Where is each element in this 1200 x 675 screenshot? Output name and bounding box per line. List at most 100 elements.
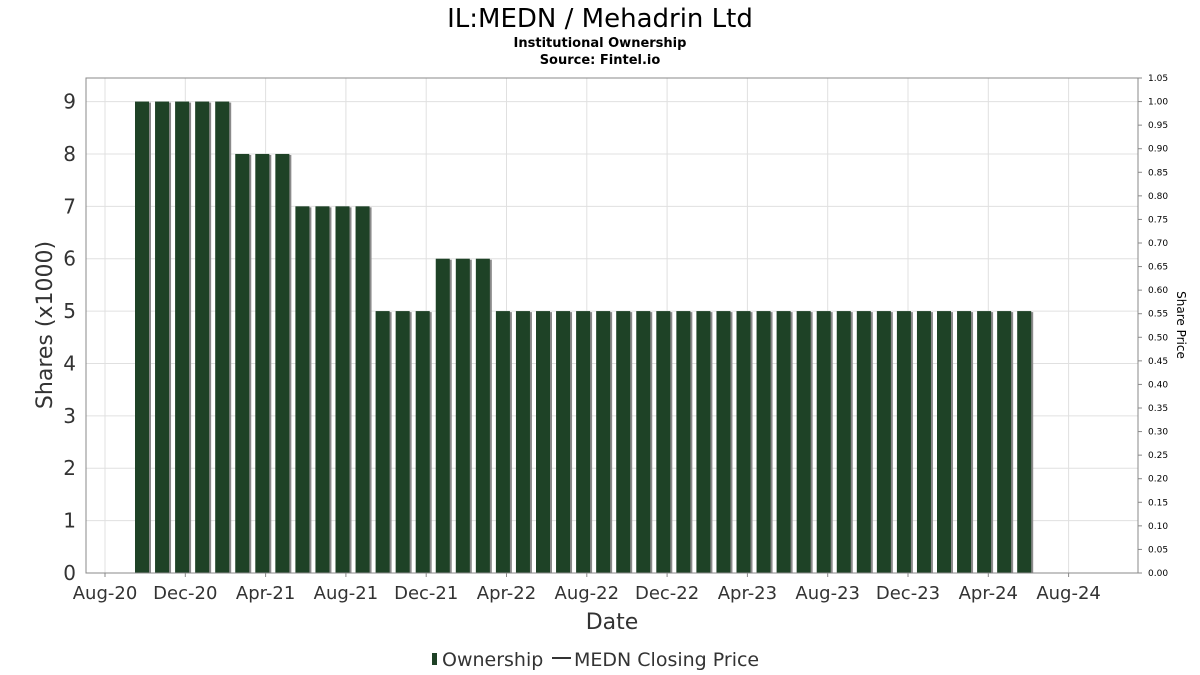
y-tick-label-left: 3 [63,404,76,428]
legend-ownership-label: Ownership [442,649,543,671]
ownership-bar [495,311,510,573]
x-tick-label: Dec-21 [394,583,458,604]
x-tick-label: Apr-24 [959,583,1018,604]
ownership-bar [295,206,310,574]
ownership-bar [957,311,972,573]
ownership-bar [515,311,530,573]
x-tick-label: Aug-23 [795,583,860,604]
ownership-bar [856,311,871,573]
ownership-bar [716,311,731,573]
ownership-bar [395,311,410,573]
x-tick-label: Dec-20 [153,583,217,604]
ownership-bar [435,258,450,573]
ownership-bar [135,101,149,574]
ownership-bar [636,311,651,573]
ownership-bar [756,311,771,573]
y-tick-label-left: 2 [63,456,76,480]
ownership-bar [255,153,270,573]
x-tick-label: Aug-20 [73,583,138,604]
y-tick-label-right: 0.80 [1148,192,1168,202]
y-axis-label: Shares (x1000) [33,241,58,409]
x-tick-label: Dec-22 [635,583,699,604]
ownership-bar [455,258,470,573]
ownership-bar [676,311,691,573]
y-axis-left-ticks: 0 1 2 3 4 5 6 7 8 9 [63,90,76,585]
ownership-bar [556,311,571,573]
legend-ownership-swatch [432,653,437,665]
y-tick-label-left: 1 [63,509,76,533]
ownership-bar [415,311,430,573]
y-tick-label-right: 0.50 [1148,333,1168,343]
ownership-bar [576,311,591,573]
ownership-bar [876,311,891,573]
chart-source: Source: Fintel.io [540,53,661,68]
ownership-bar [315,206,330,574]
y-tick-label-left: 7 [63,194,76,218]
x-tick-label: Aug-21 [314,583,379,604]
ownership-bar [977,311,992,573]
y-tick-label-right: 0.20 [1148,475,1168,485]
y-tick-label-right: 0.10 [1148,522,1168,532]
ownership-bar [215,101,230,574]
ownership-bar [616,311,631,573]
y-tick-label-left: 6 [63,247,76,271]
legend: Ownership MEDN Closing Price [432,649,759,671]
y-tick-label-left: 9 [63,90,76,114]
ownership-bar [997,311,1012,573]
ownership-bar [816,311,831,573]
chart-subtitle: Institutional Ownership [514,36,687,51]
y-tick-label-left: 8 [63,142,76,166]
y-tick-label-left: 5 [63,299,76,323]
y-tick-label-right: 1.00 [1148,98,1168,108]
y-tick-label-right: 0.95 [1148,121,1168,131]
ownership-bar [696,311,711,573]
plot-frame [85,77,1139,574]
ownership-bar [155,101,170,574]
y-tick-label-right: 0.70 [1148,239,1168,249]
ownership-bar [796,311,811,573]
y-tick-label-right: 0.30 [1148,428,1168,438]
y-tick-label-right: 0.65 [1148,263,1168,273]
x-tick-label: Aug-24 [1036,583,1101,604]
x-tick-label: Dec-23 [876,583,940,604]
y-tick-label-right: 0.55 [1148,310,1168,320]
x-axis-ticks: Aug-20 Dec-20 Apr-21 Aug-21 Dec-21 Apr-22 Aug-… [73,573,1101,604]
y-axis-right-label: Share Price [1174,291,1188,359]
y-tick-label-right: 0.25 [1148,451,1168,461]
y-tick-label-right: 0.85 [1148,168,1168,178]
y-tick-label-right: 1.05 [1148,74,1168,84]
x-tick-label: Apr-22 [477,583,536,604]
chart-title: IL:MEDN / Mehadrin Ltd [447,4,753,34]
ownership-bar [475,258,490,573]
y-tick-label-right: 0.35 [1148,404,1168,414]
ownership-bar [536,311,550,573]
x-tick-label: Apr-23 [718,583,777,604]
ownership-bar [736,311,751,573]
x-tick-label: Aug-22 [555,583,620,604]
y-tick-label-right: 0.75 [1148,215,1168,225]
ownership-bar [656,311,671,573]
ownership-bar [195,101,210,574]
ownership-bar [275,153,290,573]
ownership-bar [375,311,390,573]
ownership-bar [175,101,190,574]
ownership-bar [596,311,611,573]
x-axis-label: Date [586,610,639,635]
ownership-bar [355,206,370,574]
ownership-bar [896,311,911,573]
y-tick-label-right: 0.60 [1148,286,1168,296]
y-tick-label-right: 0.05 [1148,545,1168,555]
ownership-bar [937,311,951,573]
y-axis-right-ticks: 0.00 0.05 0.10 0.15 0.20 0.25 0.30 0.35 0.40 0.45… [1138,74,1168,579]
y-tick-label-right: 0.90 [1148,145,1168,155]
ownership-bar [235,153,250,573]
ownership-bar [1017,311,1032,573]
ownership-bar [836,311,851,573]
legend-price-label: MEDN Closing Price [574,649,759,671]
y-tick-label-left: 4 [63,351,76,375]
y-tick-label-right: 0.00 [1148,569,1168,579]
y-tick-label-right: 0.45 [1148,357,1168,367]
ownership-bar [916,311,931,573]
ownership-bar [776,311,791,573]
